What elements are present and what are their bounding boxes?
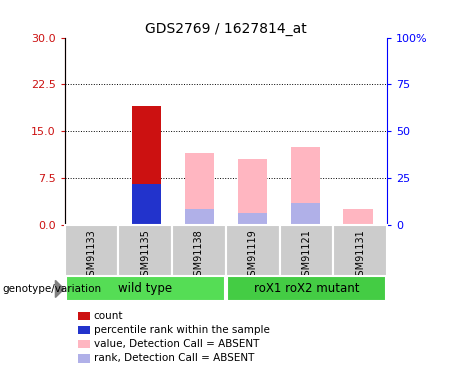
Bar xyxy=(290,147,320,225)
Bar xyxy=(238,213,267,225)
Text: GSM91133: GSM91133 xyxy=(86,229,96,282)
Bar xyxy=(226,225,280,276)
Text: GSM91131: GSM91131 xyxy=(355,229,366,282)
Bar xyxy=(280,225,333,276)
Text: count: count xyxy=(94,311,123,321)
Title: GDS2769 / 1627814_at: GDS2769 / 1627814_at xyxy=(145,22,307,36)
Text: wild type: wild type xyxy=(118,282,172,295)
Bar xyxy=(65,276,225,301)
Text: percentile rank within the sample: percentile rank within the sample xyxy=(94,325,270,335)
Bar xyxy=(185,209,214,225)
Polygon shape xyxy=(55,280,64,297)
Bar xyxy=(343,209,372,225)
Text: GSM91138: GSM91138 xyxy=(194,229,204,282)
Bar xyxy=(185,153,214,225)
Text: rank, Detection Call = ABSENT: rank, Detection Call = ABSENT xyxy=(94,354,254,363)
Bar xyxy=(132,106,161,225)
Bar xyxy=(333,225,387,276)
Text: genotype/variation: genotype/variation xyxy=(2,285,101,294)
Bar xyxy=(290,203,320,225)
Bar xyxy=(238,159,267,225)
Bar xyxy=(65,225,118,276)
Text: value, Detection Call = ABSENT: value, Detection Call = ABSENT xyxy=(94,339,259,349)
Bar xyxy=(172,225,226,276)
Bar xyxy=(227,276,386,301)
Text: GSM91135: GSM91135 xyxy=(140,229,150,282)
Bar xyxy=(118,225,172,276)
Text: roX1 roX2 mutant: roX1 roX2 mutant xyxy=(254,282,359,295)
Bar xyxy=(132,184,161,225)
Text: GSM91119: GSM91119 xyxy=(248,229,258,282)
Text: GSM91121: GSM91121 xyxy=(301,229,312,282)
